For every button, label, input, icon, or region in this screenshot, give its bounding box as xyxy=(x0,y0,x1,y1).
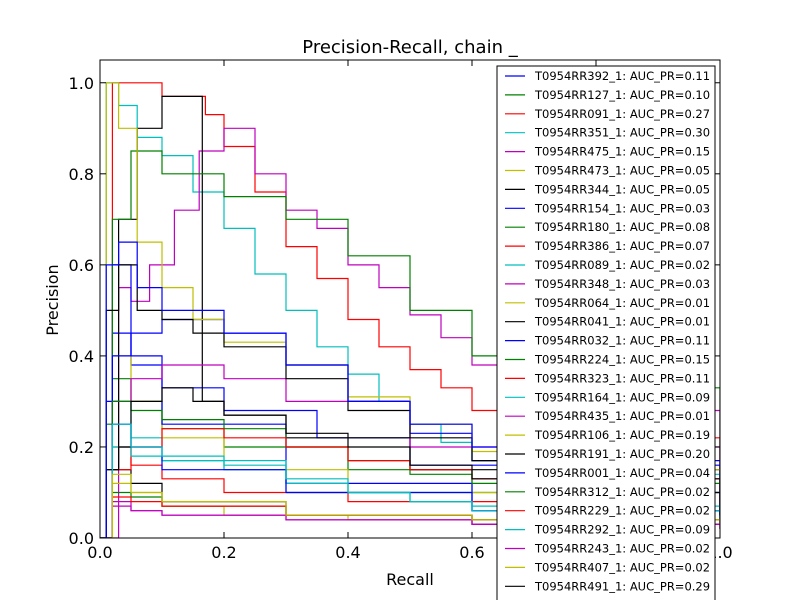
legend-label: T0954RR473_1: AUC_PR=0.05 xyxy=(534,164,710,178)
legend-item: T0954RR089_1: AUC_PR=0.02 xyxy=(505,258,710,272)
legend-item: T0954RR435_1: AUC_PR=0.01 xyxy=(505,409,710,423)
y-tick-label: 0.4 xyxy=(69,347,94,366)
series-line-27 xyxy=(100,473,720,538)
legend-label: T0954RR392_1: AUC_PR=0.11 xyxy=(534,69,710,83)
x-tick-label: 0.2 xyxy=(211,543,236,562)
plot-frame xyxy=(99,59,721,539)
legend-label: T0954RR180_1: AUC_PR=0.08 xyxy=(534,220,710,234)
x-tick-label: 0.0 xyxy=(87,543,112,562)
legend-label: T0954RR064_1: AUC_PR=0.01 xyxy=(534,296,710,310)
legend-item: T0954RR064_1: AUC_PR=0.01 xyxy=(505,296,710,310)
legend-label: T0954RR407_1: AUC_PR=0.02 xyxy=(534,560,710,574)
legend-item: T0954RR189_1: AUC_PR=0.24 xyxy=(534,598,710,600)
legend-label: T0954RR224_1: AUC_PR=0.15 xyxy=(534,353,710,367)
y-tick-label: 1.0 xyxy=(69,74,94,93)
series-line-21 xyxy=(100,387,720,538)
series-line-4 xyxy=(100,82,720,538)
legend-label: T0954RR164_1: AUC_PR=0.09 xyxy=(534,390,710,404)
legend-label: T0954RR089_1: AUC_PR=0.02 xyxy=(534,258,710,272)
legend-label: T0954RR312_1: AUC_PR=0.02 xyxy=(534,485,710,499)
legend-item: T0954RR475_1: AUC_PR=0.15 xyxy=(505,145,710,159)
y-axis-label: Precision xyxy=(43,264,62,335)
legend-item: T0954RR407_1: AUC_PR=0.02 xyxy=(505,560,710,574)
legend-label: T0954RR154_1: AUC_PR=0.03 xyxy=(534,201,710,215)
legend-item: T0954RR348_1: AUC_PR=0.03 xyxy=(505,277,710,291)
y-tick-label: 0.6 xyxy=(69,256,94,275)
legend-label: T0954RR229_1: AUC_PR=0.02 xyxy=(534,504,710,518)
legend-item: T0954RR243_1: AUC_PR=0.02 xyxy=(505,542,710,556)
legend-item: T0954RR001_1: AUC_PR=0.04 xyxy=(505,466,710,480)
legend-item: T0954RR229_1: AUC_PR=0.02 xyxy=(505,504,710,518)
legend-label: T0954RR106_1: AUC_PR=0.19 xyxy=(534,428,710,442)
legend-item: T0954RR180_1: AUC_PR=0.08 xyxy=(505,220,710,234)
legend-label: T0954RR351_1: AUC_PR=0.30 xyxy=(534,126,710,140)
y-tick-label: 0.0 xyxy=(69,529,94,548)
legend-label: T0954RR001_1: AUC_PR=0.04 xyxy=(534,466,710,480)
legend-item: T0954RR127_1: AUC_PR=0.10 xyxy=(505,88,710,102)
legend-item: T0954RR392_1: AUC_PR=0.11 xyxy=(505,69,710,83)
legend-item: T0954RR154_1: AUC_PR=0.03 xyxy=(505,201,710,215)
y-tick-label: 0.2 xyxy=(69,438,94,457)
legend-item: T0954RR041_1: AUC_PR=0.01 xyxy=(505,315,710,329)
legend-label: T0954RR032_1: AUC_PR=0.11 xyxy=(534,334,710,348)
legend-item: T0954RR312_1: AUC_PR=0.02 xyxy=(505,485,710,499)
legend-label: T0954RR491_1: AUC_PR=0.29 xyxy=(534,579,710,593)
legend-label: T0954RR475_1: AUC_PR=0.15 xyxy=(534,145,710,159)
legend-item: T0954RR491_1: AUC_PR=0.29 xyxy=(505,579,710,593)
legend-label: T0954RR191_1: AUC_PR=0.20 xyxy=(534,447,710,461)
legend-label: T0954RR041_1: AUC_PR=0.01 xyxy=(534,315,710,329)
legend-box xyxy=(496,65,716,600)
legend-label: T0954RR189_1: AUC_PR=0.24 xyxy=(534,598,710,600)
legend-item: T0954RR032_1: AUC_PR=0.11 xyxy=(505,334,710,348)
legend-item: T0954RR191_1: AUC_PR=0.20 xyxy=(505,447,710,461)
legend-item: T0954RR224_1: AUC_PR=0.15 xyxy=(505,353,710,367)
legend-item: T0954RR386_1: AUC_PR=0.07 xyxy=(505,239,710,253)
legend-label: T0954RR243_1: AUC_PR=0.02 xyxy=(534,542,710,556)
x-axis-label: Recall xyxy=(386,570,434,589)
legend-label: T0954RR292_1: AUC_PR=0.09 xyxy=(534,523,710,537)
legend-item: T0954RR344_1: AUC_PR=0.05 xyxy=(505,182,710,196)
legend-label: T0954RR344_1: AUC_PR=0.05 xyxy=(534,182,710,196)
legend: T0954RR392_1: AUC_PR=0.11 T0954RR127_1: A… xyxy=(496,65,716,600)
legend-label: T0954RR348_1: AUC_PR=0.03 xyxy=(534,277,710,291)
legend-label: T0954RR127_1: AUC_PR=0.10 xyxy=(534,88,710,102)
series-line-29 xyxy=(100,241,720,538)
series-layer xyxy=(100,82,720,538)
y-tick-label: 0.8 xyxy=(69,165,94,184)
legend-label: T0954RR435_1: AUC_PR=0.01 xyxy=(534,409,710,423)
series-line-7 xyxy=(100,95,720,538)
legend-item: T0954RR323_1: AUC_PR=0.11 xyxy=(505,371,710,385)
legend-item: T0954RR473_1: AUC_PR=0.05 xyxy=(505,164,710,178)
x-tick-label: 0.6 xyxy=(459,543,484,562)
legend-label: T0954RR091_1: AUC_PR=0.27 xyxy=(534,107,710,121)
legend-item: T0954RR292_1: AUC_PR=0.09 xyxy=(505,523,710,537)
series-line-5 xyxy=(100,127,720,538)
legend-label: T0954RR386_1: AUC_PR=0.07 xyxy=(534,239,710,253)
legend-item: T0954RR351_1: AUC_PR=0.30 xyxy=(505,126,710,140)
legend-item: T0954RR106_1: AUC_PR=0.19 xyxy=(505,428,710,442)
x-tick-label: 0.4 xyxy=(335,543,360,562)
chart-title: Precision-Recall, chain _ xyxy=(302,37,518,58)
series-line-25 xyxy=(100,423,720,538)
legend-item: T0954RR164_1: AUC_PR=0.09 xyxy=(505,390,710,404)
legend-label: T0954RR323_1: AUC_PR=0.11 xyxy=(534,371,710,385)
legend-item: T0954RR091_1: AUC_PR=0.27 xyxy=(505,107,710,121)
